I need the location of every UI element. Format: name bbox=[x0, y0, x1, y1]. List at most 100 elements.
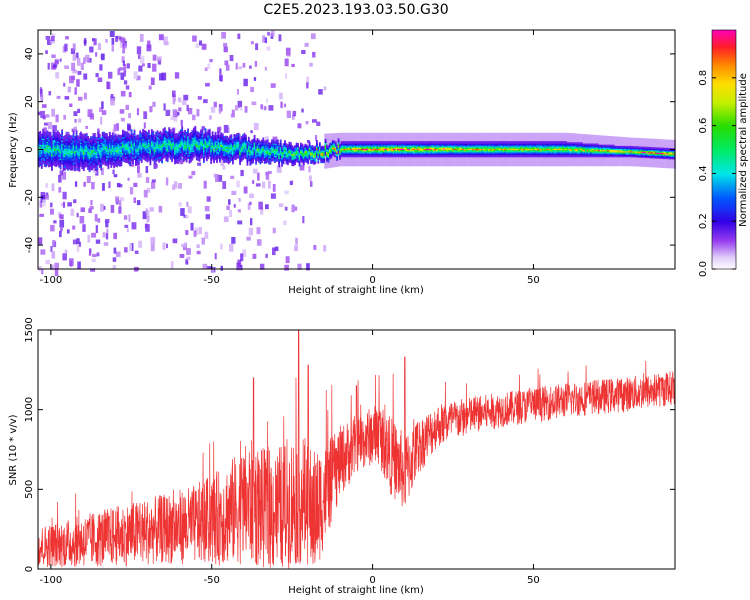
spectrogram-cell bbox=[155, 152, 158, 154]
spectrogram-cell bbox=[68, 138, 71, 140]
spectrogram-cell bbox=[158, 132, 160, 134]
spectrogram-cell bbox=[162, 129, 165, 132]
spectrogram-cell bbox=[282, 145, 285, 148]
spectrogram-cell bbox=[178, 131, 181, 134]
spectrogram-speckle bbox=[144, 223, 148, 229]
spectrogram-cell bbox=[80, 134, 82, 136]
spectrogram-cell bbox=[103, 132, 105, 135]
spectrogram-cell bbox=[46, 157, 49, 160]
spectrogram-cell bbox=[113, 156, 116, 159]
spectrogram-cell bbox=[62, 143, 65, 146]
spectrogram-cell bbox=[78, 141, 81, 143]
spectrogram-cell bbox=[58, 151, 61, 154]
spectrogram-cell bbox=[97, 136, 100, 139]
spectrogram-cell bbox=[94, 140, 97, 143]
spectrogram-cell bbox=[216, 154, 218, 156]
spectrogram-cell bbox=[95, 156, 98, 159]
spectrogram-cell bbox=[72, 164, 75, 167]
spectrogram-cell bbox=[263, 152, 266, 155]
spectrogram-speckle bbox=[120, 117, 125, 122]
spectrogram-cell bbox=[124, 161, 127, 163]
spectrogram-speckle bbox=[82, 224, 86, 232]
spectrogram-cell bbox=[207, 134, 210, 137]
spectrogram-cell bbox=[85, 133, 88, 135]
spectrogram-cell bbox=[256, 154, 259, 157]
spectrogram-speckle bbox=[243, 186, 248, 194]
spectrogram-cell bbox=[122, 156, 124, 158]
spectrogram-cell bbox=[116, 140, 118, 143]
spectrogram-cell bbox=[203, 137, 205, 139]
spectrogram-cell bbox=[130, 144, 133, 147]
spectrogram-cell bbox=[116, 158, 118, 160]
spectrogram-cell bbox=[72, 132, 75, 135]
spectrogram-cell bbox=[82, 165, 85, 168]
spectrogram-cell bbox=[98, 135, 101, 137]
spectrogram-cell bbox=[171, 142, 173, 145]
spectrogram-speckle bbox=[119, 197, 125, 201]
spectrogram-cell bbox=[43, 154, 46, 157]
spectrogram-cell bbox=[250, 140, 253, 143]
spectrogram-cell bbox=[198, 152, 201, 155]
spectrogram-cell bbox=[71, 162, 74, 165]
spectrogram-cell bbox=[126, 161, 129, 163]
spectrogram-cell bbox=[258, 157, 260, 160]
spectrogram-cell bbox=[213, 145, 215, 148]
spectrogram-cell bbox=[179, 148, 182, 151]
spectrogram-cell bbox=[64, 142, 66, 145]
spectrogram-cell bbox=[269, 152, 272, 154]
spectrogram-cell bbox=[71, 153, 74, 156]
spectrogram-cell bbox=[210, 151, 213, 154]
spectrogram-cell bbox=[204, 145, 207, 147]
spectrogram-cell bbox=[156, 147, 159, 149]
spectrogram-cell bbox=[226, 153, 228, 156]
spectrogram-cell bbox=[127, 155, 130, 157]
spectrogram-cell bbox=[232, 144, 234, 147]
spectrogram-cell bbox=[177, 158, 179, 161]
spectrogram-cell bbox=[53, 141, 56, 144]
spectrogram-cell bbox=[208, 147, 211, 150]
spectrogram-cell bbox=[271, 146, 273, 149]
spectrogram-speckle bbox=[217, 175, 223, 182]
spectrogram-cell bbox=[268, 154, 270, 156]
spectrogram-cell bbox=[45, 158, 47, 160]
spectrogram-cell bbox=[84, 149, 87, 151]
spectrogram-cell bbox=[69, 159, 72, 161]
spectrogram-speckle bbox=[294, 206, 298, 211]
spectrogram-cell bbox=[268, 148, 270, 151]
spectrogram-cell bbox=[65, 166, 68, 169]
spectrogram-cell bbox=[175, 157, 178, 159]
spectrogram-cell bbox=[172, 148, 175, 151]
spectrogram-speckle bbox=[237, 209, 241, 213]
spectrogram-cell bbox=[242, 147, 244, 150]
spectrogram-speckle bbox=[239, 106, 243, 111]
spectrogram-cell bbox=[45, 161, 47, 164]
spectrogram-cell bbox=[110, 147, 113, 149]
spectrogram-cell bbox=[61, 154, 63, 157]
spectrogram-cell bbox=[205, 146, 208, 149]
spectrogram-cell bbox=[191, 133, 194, 136]
spectrogram-cell bbox=[181, 146, 184, 149]
spectrogram-cell bbox=[239, 157, 241, 159]
spectrogram-cell bbox=[45, 146, 47, 148]
spectrogram-cell bbox=[250, 143, 253, 146]
spectrogram-cell bbox=[148, 136, 150, 139]
spectrogram-cell bbox=[64, 153, 66, 155]
spectrogram-cell bbox=[120, 151, 123, 154]
spectrogram-cell bbox=[177, 134, 179, 137]
spectrogram-cell bbox=[69, 137, 72, 140]
spectrogram-cell bbox=[72, 138, 75, 141]
spectrogram-cell bbox=[268, 159, 270, 161]
spectrogram-cell bbox=[58, 161, 61, 163]
spectrogram-cell bbox=[275, 148, 278, 150]
spectrogram-cell bbox=[129, 142, 131, 145]
spectrogram-cell bbox=[126, 157, 129, 160]
spectrogram-cell bbox=[192, 149, 195, 151]
spectrogram-cell bbox=[191, 140, 194, 143]
spectrogram-cell bbox=[120, 149, 123, 151]
spectrogram-cell bbox=[243, 149, 246, 152]
spectrogram-cell bbox=[203, 138, 205, 141]
spectrogram-cell bbox=[279, 151, 282, 154]
spectrogram-cell bbox=[87, 142, 89, 144]
spectrogram-cell bbox=[268, 142, 270, 145]
spectrogram-cell bbox=[259, 154, 262, 156]
